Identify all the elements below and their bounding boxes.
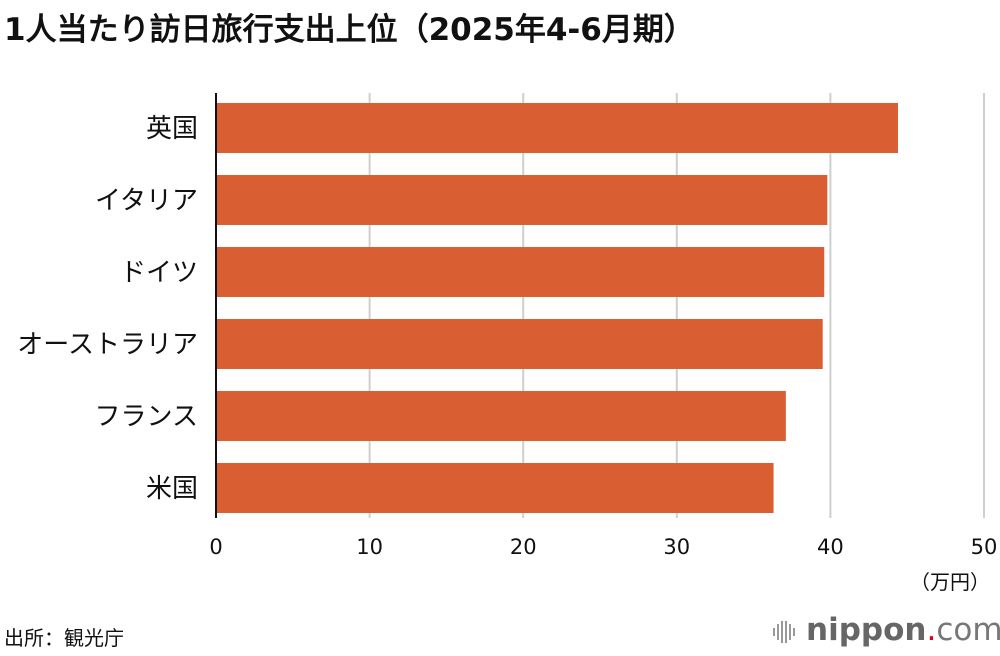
- category-label: 英国: [146, 114, 198, 144]
- category-label: イタリア: [95, 186, 198, 216]
- category-label: オーストラリア: [17, 330, 198, 360]
- nippon-logo: nippon.com: [772, 612, 1000, 648]
- category-label: 米国: [146, 474, 198, 504]
- bar: [216, 247, 825, 297]
- category-label: フランス: [95, 402, 198, 432]
- chart-title: 1人当たり訪日旅行支出上位（2025年4-6月期）: [4, 12, 695, 48]
- bar: [216, 319, 823, 369]
- x-tick-label: 0: [209, 535, 222, 559]
- logo-mark-icon: [773, 620, 795, 643]
- bar: [216, 103, 898, 153]
- bar: [216, 391, 786, 441]
- x-tick-label: 20: [510, 535, 537, 559]
- x-tick-label: 10: [356, 535, 383, 559]
- x-tick-label: 40: [817, 535, 844, 559]
- bar: [216, 175, 828, 225]
- x-tick-label: 50: [971, 535, 998, 559]
- category-label: ドイツ: [120, 258, 198, 288]
- bar: [216, 463, 774, 513]
- x-tick-label: 30: [663, 535, 690, 559]
- source-note: 出所：観光庁: [4, 626, 124, 650]
- x-axis-unit: （万円）: [910, 570, 990, 594]
